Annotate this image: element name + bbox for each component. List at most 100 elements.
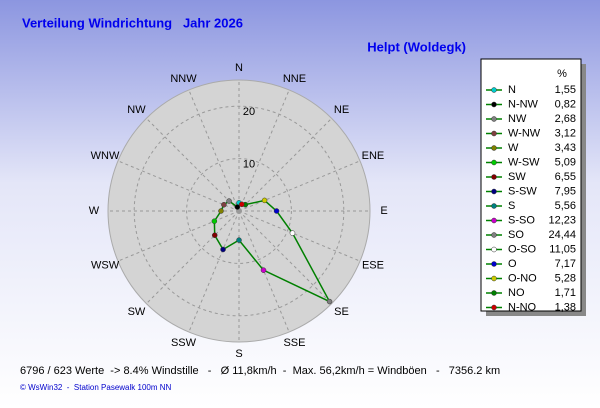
- direction-label: SSW: [171, 337, 197, 349]
- grid-ring: [186, 158, 292, 264]
- direction-label: SSE: [283, 337, 305, 349]
- legend-marker: [491, 246, 497, 253]
- legend-label: S-SW: [508, 185, 537, 197]
- data-point: [236, 237, 242, 243]
- data-point: [211, 218, 218, 224]
- legend-label: N-NO: [508, 301, 537, 313]
- legend-marker: [491, 145, 497, 151]
- data-point: [273, 208, 280, 214]
- legend-marker: [491, 87, 497, 93]
- data-point: [239, 201, 245, 208]
- legend-value: 5,09: [555, 156, 576, 168]
- legend-value: 2,68: [555, 113, 576, 125]
- direction-label: NW: [127, 104, 146, 116]
- legend-label: O-SO: [508, 243, 537, 255]
- data-point: [221, 201, 227, 208]
- legend-label: NO: [508, 287, 525, 299]
- legend-marker: [491, 174, 497, 180]
- legend-value: 1,55: [555, 84, 576, 96]
- footer-credit: © WsWin32 - Station Pasewalk 100m NN: [20, 383, 172, 392]
- legend-value: 6,55: [555, 171, 576, 183]
- direction-label: WSW: [91, 260, 120, 272]
- spoke: [238, 210, 290, 333]
- legend-label: S: [508, 200, 515, 212]
- legend-label: O-NO: [508, 272, 537, 284]
- direction-label: SW: [128, 306, 146, 318]
- data-point: [261, 197, 268, 204]
- direction-label: NNW: [170, 73, 197, 85]
- legend-value: 1,71: [555, 287, 576, 299]
- legend-marker: [491, 261, 497, 267]
- chart-subtitle: Helpt (Woldegk): [367, 39, 466, 54]
- legend-value: 1,38: [555, 301, 576, 313]
- legend-label: W-NW: [508, 127, 541, 139]
- legend-label: W: [508, 142, 519, 154]
- direction-label: ENE: [362, 150, 385, 162]
- spoke: [238, 89, 290, 212]
- direction-label: WNW: [91, 150, 120, 162]
- spoke: [188, 89, 240, 212]
- legend-value: 24,44: [548, 229, 576, 241]
- legend-header: %: [557, 68, 567, 80]
- direction-label: W: [89, 205, 100, 217]
- direction-label: N: [235, 62, 243, 74]
- legend-label: NW: [508, 113, 527, 125]
- data-point: [326, 298, 333, 305]
- legend-label: SO: [508, 229, 524, 241]
- legend-label: N-NW: [508, 98, 539, 110]
- legend-label: N: [508, 84, 516, 96]
- legend-box: [480, 58, 582, 312]
- data-point: [234, 204, 241, 210]
- r-tick-label: 10: [243, 159, 255, 171]
- spoke: [146, 210, 240, 304]
- data-point: [260, 267, 267, 273]
- legend-label: SW: [508, 171, 526, 183]
- legend-marker: [491, 101, 497, 108]
- legend-marker: [491, 188, 497, 195]
- legend-value: 7,17: [555, 258, 576, 270]
- legend-marker: [491, 304, 497, 311]
- spoke: [146, 118, 240, 212]
- direction-label: ESE: [362, 260, 384, 272]
- legend-marker: [491, 130, 497, 137]
- data-point: [211, 232, 218, 239]
- legend-marker: [491, 290, 497, 296]
- legend-marker: [491, 203, 497, 209]
- legend-label: O: [508, 258, 517, 270]
- legend-label: W-SW: [508, 156, 540, 168]
- legend-value: 7,95: [555, 185, 576, 197]
- spoke: [117, 210, 240, 262]
- legend-value: 11,05: [549, 243, 576, 255]
- direction-label: E: [380, 205, 387, 217]
- spoke: [238, 210, 332, 304]
- legend-label: S-SO: [508, 214, 535, 226]
- legend-value: 0,82: [555, 98, 576, 110]
- legend-marker: [491, 275, 497, 282]
- direction-label: NNE: [283, 73, 306, 85]
- data-point: [218, 208, 224, 214]
- legend-marker: [491, 159, 497, 166]
- legend-marker: [491, 232, 497, 238]
- spoke: [188, 210, 240, 333]
- data-point: [289, 230, 296, 236]
- legend-value: 3,43: [555, 142, 576, 154]
- legend-value: 5,28: [555, 272, 576, 284]
- spoke: [117, 160, 240, 212]
- footer-stats: 6796 / 623 Werte -> 8.4% Windstille - Ø …: [20, 365, 500, 377]
- spoke: [238, 118, 332, 212]
- direction-label: SE: [334, 306, 349, 318]
- legend-value: 12,23: [548, 214, 576, 226]
- chart-title: Verteilung Windrichtung Jahr 2026: [22, 15, 243, 30]
- legend-value: 5,56: [555, 200, 576, 212]
- direction-label: NE: [334, 104, 349, 116]
- grid-ring: [133, 105, 345, 317]
- spoke: [238, 160, 361, 212]
- data-point: [226, 198, 232, 204]
- legend-marker: [491, 217, 497, 224]
- data-point: [220, 246, 226, 253]
- legend-value: 3,12: [555, 127, 576, 139]
- direction-label: S: [235, 348, 242, 360]
- r-tick-label: 20: [243, 106, 255, 118]
- spoke: [238, 210, 361, 262]
